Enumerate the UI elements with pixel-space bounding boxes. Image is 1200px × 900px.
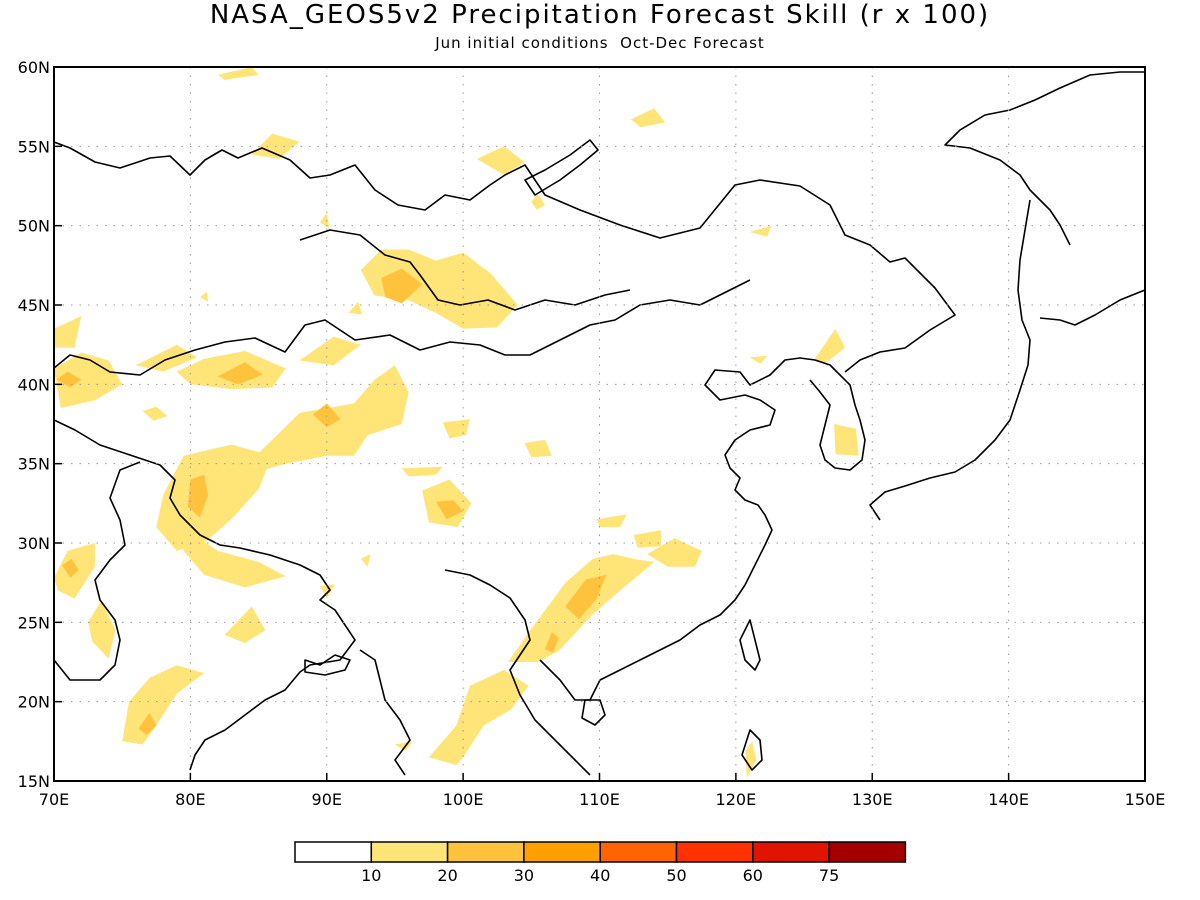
skill-region-41 <box>401 466 443 477</box>
colorbar-swatch-1 <box>370 841 449 863</box>
skill-region-2 <box>231 365 409 480</box>
map-subtitle: Jun initial conditions Oct-Dec Forecast <box>435 34 765 52</box>
skill-region-40 <box>749 355 768 364</box>
colorbar-label: 10 <box>361 866 381 885</box>
skill-region-31 <box>217 67 259 80</box>
map-title: NASA_GEOS5v2 Precipitation Forecast Skil… <box>209 0 991 30</box>
colorbar-swatch-2 <box>446 841 525 863</box>
skill-region-6 <box>156 444 273 551</box>
colorbar-label: 20 <box>437 866 457 885</box>
lat-tick-label: 20N <box>18 693 50 712</box>
lat-tick-label: 55N <box>18 137 50 156</box>
lon-tick-label: 110E <box>579 790 620 809</box>
colorbar-label: 60 <box>743 866 763 885</box>
lon-tick-label: 100E <box>443 790 484 809</box>
skill-region-47 <box>348 301 363 315</box>
lat-tick-label: 15N <box>18 772 50 791</box>
skill-region-15 <box>647 538 702 567</box>
skill-region-8 <box>183 527 286 588</box>
colorbar-swatch-7 <box>828 841 907 863</box>
skill-region-21 <box>138 712 157 735</box>
skill-region-18 <box>62 558 79 578</box>
skill-region-43 <box>360 554 371 567</box>
skill-region-29 <box>476 146 525 175</box>
colorbar-swatch-0 <box>294 841 373 863</box>
skill-region-5 <box>217 362 263 385</box>
lat-tick-label: 60N <box>18 58 50 77</box>
skill-region-34 <box>442 419 470 439</box>
lat-tick-label: 50N <box>18 217 50 236</box>
coastline-layer <box>54 71 1145 776</box>
colorbar-label: 30 <box>514 866 534 885</box>
lon-tick-label: 140E <box>988 790 1029 809</box>
skill-region-16 <box>834 424 859 456</box>
skill-contour-fills <box>54 67 859 778</box>
skill-region-19 <box>88 600 116 659</box>
skill-region-42 <box>394 741 413 751</box>
skill-region-24 <box>56 371 82 388</box>
lat-tick-label: 35N <box>18 455 50 474</box>
lat-tick-label: 45N <box>18 296 50 315</box>
colorbar-label: 40 <box>590 866 610 885</box>
skill-region-14 <box>429 669 529 766</box>
lon-tick-label: 120E <box>716 790 757 809</box>
skill-region-27 <box>299 336 361 366</box>
colorbar-swatch-4 <box>599 841 678 863</box>
skill-region-37 <box>633 530 661 548</box>
skill-region-22 <box>224 606 266 643</box>
lon-tick-label: 80E <box>175 790 205 809</box>
colorbar: 10 20 30 40 50 60 75 <box>294 841 907 885</box>
skill-region-38 <box>813 328 845 364</box>
lat-lon-grid <box>54 67 1145 781</box>
skill-region-12 <box>565 574 607 620</box>
skill-region-46 <box>199 292 209 302</box>
skill-region-7 <box>187 474 209 518</box>
skill-region-3 <box>313 403 341 428</box>
lon-tick-label: 90E <box>312 790 342 809</box>
skill-region-35 <box>524 439 552 458</box>
skill-region-44 <box>745 741 757 778</box>
skill-region-13 <box>545 631 559 653</box>
skill-region-33 <box>142 406 168 421</box>
lon-tick-label: 150E <box>1125 790 1166 809</box>
skill-region-26 <box>135 344 198 372</box>
colorbar-label: 75 <box>819 866 839 885</box>
lat-tick-label: 25N <box>18 613 50 632</box>
colorbar-label: 50 <box>666 866 686 885</box>
lat-tick-label: 30N <box>18 534 50 553</box>
colorbar-swatch-5 <box>675 841 754 863</box>
lon-tick-label: 130E <box>852 790 893 809</box>
colorbar-swatch-6 <box>752 841 830 863</box>
skill-region-48 <box>319 584 335 599</box>
skill-region-25 <box>54 316 82 348</box>
axis-ticks: 70E 80E 90E 100E 110E 120E 130E 140E 150E 15N 20N 2… <box>18 58 1166 809</box>
skill-region-45 <box>319 213 330 229</box>
lon-tick-label: 70E <box>39 790 69 809</box>
skill-region-39 <box>749 225 772 237</box>
skill-region-10 <box>435 500 464 520</box>
skill-region-20 <box>122 665 204 745</box>
lat-tick-label: 40N <box>18 375 50 394</box>
skill-region-36 <box>596 514 627 528</box>
skill-region-1 <box>381 268 423 304</box>
colorbar-swatch-3 <box>523 841 601 863</box>
skill-region-32 <box>531 193 545 210</box>
skill-region-23 <box>54 352 123 409</box>
skill-region-30 <box>630 108 665 128</box>
